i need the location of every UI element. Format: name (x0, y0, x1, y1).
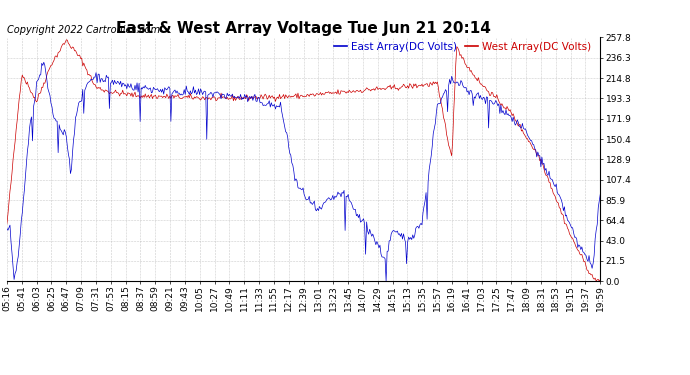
Legend: East Array(DC Volts), West Array(DC Volts): East Array(DC Volts), West Array(DC Volt… (330, 38, 595, 56)
Text: Copyright 2022 Cartronics.com: Copyright 2022 Cartronics.com (7, 25, 160, 35)
Title: East & West Array Voltage Tue Jun 21 20:14: East & West Array Voltage Tue Jun 21 20:… (116, 21, 491, 36)
